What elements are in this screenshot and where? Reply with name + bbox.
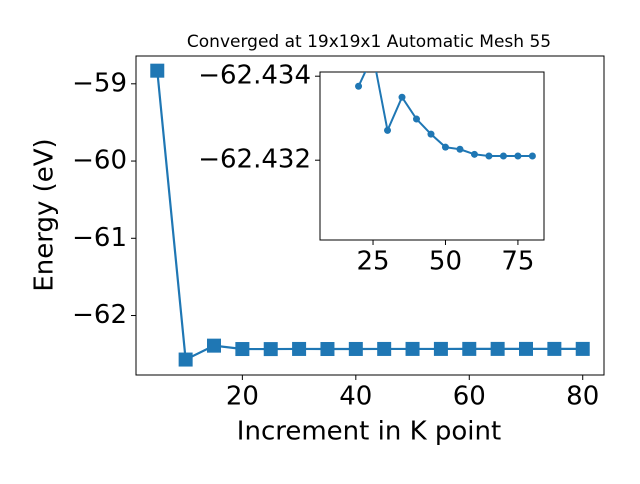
marker — [412, 115, 420, 123]
marker — [292, 341, 307, 356]
plot-content — [355, 72, 536, 160]
chart-title: Converged at 19x19x1 Automatic Mesh 55 — [187, 32, 551, 52]
marker — [441, 143, 449, 151]
x-tick-label: 60 — [453, 382, 486, 412]
y-tick-label: −62.434 — [198, 61, 311, 91]
marker — [514, 152, 522, 160]
marker — [519, 341, 533, 356]
y-axis-label: Energy (eV) — [30, 138, 60, 291]
y-tick-label: −60 — [72, 146, 127, 176]
x-tick-label: 80 — [566, 382, 599, 412]
y-tick-label: −62.432 — [198, 145, 311, 175]
marker — [462, 341, 477, 356]
marker — [384, 126, 392, 134]
series-line — [156, 70, 583, 362]
y-tick-label: −59 — [72, 68, 127, 98]
marker — [348, 341, 363, 356]
x-tick-label: 40 — [339, 382, 372, 412]
marker — [528, 152, 536, 160]
plot-content — [150, 63, 590, 367]
x-tick-label: 75 — [501, 247, 534, 277]
y-tick-label: −62 — [72, 300, 127, 330]
marker — [263, 342, 278, 357]
x-tick-label: 50 — [429, 247, 462, 277]
marker — [178, 352, 193, 367]
marker — [433, 341, 448, 356]
marker — [405, 341, 420, 356]
marker — [499, 152, 507, 160]
x-axis-label: Increment in K point — [237, 417, 501, 447]
marker — [355, 82, 363, 90]
marker — [547, 341, 562, 356]
marker — [150, 63, 165, 78]
marker — [235, 342, 250, 357]
x-tick-label: 25 — [356, 247, 389, 277]
marker — [320, 342, 335, 357]
y-tick-label: −61 — [72, 223, 127, 253]
marker — [485, 152, 493, 160]
marker — [470, 150, 478, 158]
marker — [575, 341, 590, 356]
marker — [398, 93, 406, 101]
x-tick-label: 20 — [226, 382, 259, 412]
marker — [377, 341, 392, 356]
marker — [490, 341, 505, 356]
marker — [427, 130, 435, 138]
marker — [456, 145, 464, 153]
marker — [207, 338, 221, 353]
